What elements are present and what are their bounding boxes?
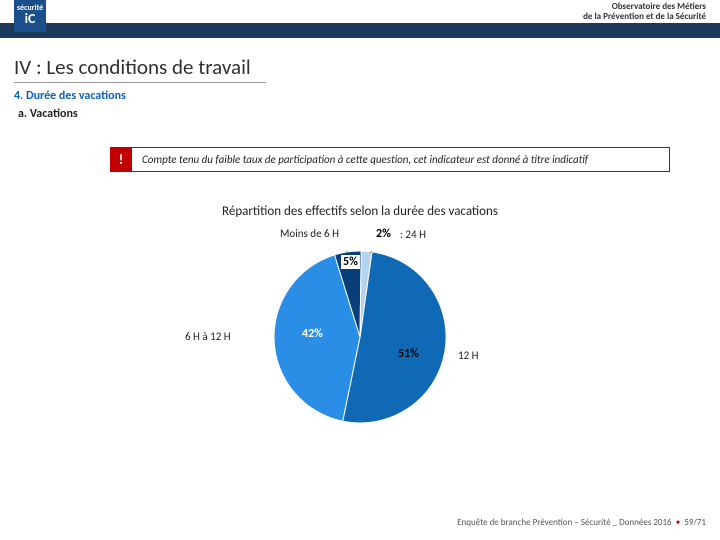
slice-label-6a12h: 6 H à 12 H xyxy=(185,330,231,343)
header-right-text: Observatoire des Métiers de la Préventio… xyxy=(583,2,706,23)
slice-pct-6a12h: 42% xyxy=(302,327,323,341)
warning-badge: ! xyxy=(110,147,132,172)
logo-badge: sécurité iC xyxy=(14,0,46,32)
chart-title: Répartition des effectifs selon la durée… xyxy=(0,204,720,219)
pie-chart: Moins de 6 H 2% : 24 H 5% 6 H à 12 H 42%… xyxy=(0,225,720,475)
section-number-title: 4. Durée des vacations xyxy=(14,89,720,103)
header-right-line2: de la Prévention et de la Sécurité xyxy=(583,12,706,22)
slice-pct-24h: 2% xyxy=(376,227,391,241)
footer-text: Enquête de branche Prévention – Sécurité… xyxy=(457,517,672,528)
footer: Enquête de branche Prévention – Sécurité… xyxy=(457,517,706,528)
footer-bullet: • xyxy=(676,517,680,528)
pie-svg-wrap xyxy=(274,251,446,428)
slice-label-24h: : 24 H xyxy=(400,228,426,241)
slice-pct-12h: 51% xyxy=(398,347,419,361)
slice-label-12h: 12 H xyxy=(458,349,479,362)
footer-page: 59/71 xyxy=(684,517,706,528)
header-band xyxy=(0,23,720,38)
slice-pct-moins6h: 5% xyxy=(341,255,360,269)
page-title: IV : Les conditions de travail xyxy=(14,54,720,80)
warning-callout: ! Compte tenu du faible taux de particip… xyxy=(110,147,670,172)
warning-text: Compte tenu du faible taux de participat… xyxy=(132,147,670,172)
header-region: sécurité iC Observatoire des Métiers de … xyxy=(0,0,720,40)
subsection-title: a. Vacations xyxy=(18,107,720,121)
title-underline xyxy=(14,82,266,83)
slice-label-moins6h: Moins de 6 H xyxy=(280,227,339,240)
pie-svg xyxy=(274,251,446,423)
logo-big-text: iC xyxy=(14,12,46,26)
